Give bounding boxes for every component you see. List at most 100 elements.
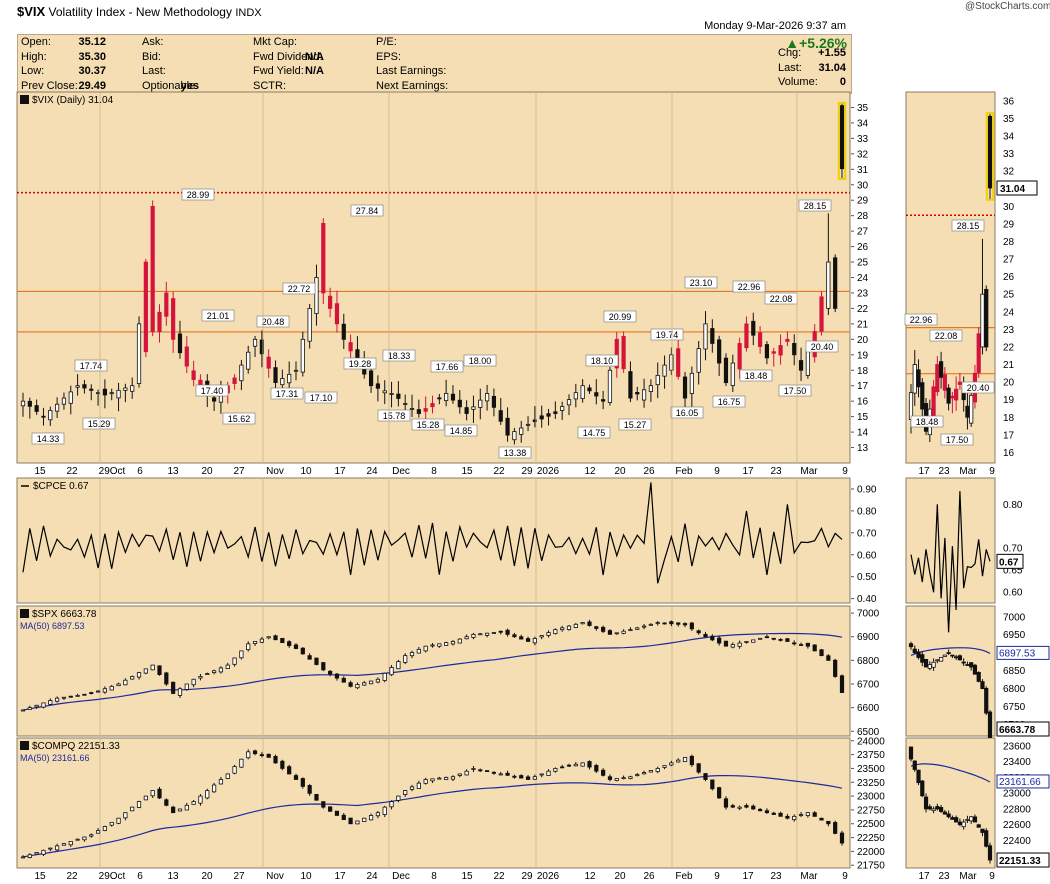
vix-candle <box>321 218 326 305</box>
compq-candle <box>491 771 497 775</box>
zoom-y-tick: 20 <box>1003 378 1015 389</box>
compq-candle <box>478 768 483 773</box>
candle-body <box>498 630 503 633</box>
vix-y-tick: 29 <box>857 196 869 207</box>
spx-candle <box>662 622 667 625</box>
candle-body <box>662 364 667 377</box>
candle-body <box>778 345 783 356</box>
compq-zoom-ma-line <box>910 763 991 783</box>
vix-candle <box>307 304 312 349</box>
candle-body <box>923 658 929 668</box>
candle-body <box>34 852 39 855</box>
spx-candle <box>321 662 326 672</box>
price-label-box <box>82 417 116 430</box>
candle-body <box>648 770 654 773</box>
candle-body <box>798 814 804 816</box>
spx-zoom-candle <box>950 654 955 659</box>
vix-candle <box>450 385 456 404</box>
vix-candle <box>41 407 46 426</box>
candle-body <box>177 333 183 354</box>
field-label: Prev Close: <box>21 79 78 92</box>
candle-body <box>239 364 244 382</box>
candle-body <box>512 431 517 441</box>
zoom-price-label: 18.48 <box>916 417 939 427</box>
vix-candle <box>409 394 415 417</box>
candle-body <box>130 385 135 392</box>
candle-body <box>601 626 606 632</box>
spx-candle <box>273 634 278 641</box>
compq-candle <box>20 855 26 859</box>
compq-candle <box>778 811 783 817</box>
candle-body <box>676 622 681 625</box>
candle-body <box>648 385 654 392</box>
candle-body <box>444 777 449 781</box>
price-label: 14.85 <box>450 426 473 436</box>
spx-zoom-candle <box>980 679 985 690</box>
compq-candle <box>430 778 435 783</box>
bottom-x-tick-label: 22 <box>66 871 78 882</box>
spx-candle <box>498 630 503 635</box>
compq-candle <box>621 775 626 780</box>
price-label: 22.96 <box>738 282 761 292</box>
compq-candle <box>450 775 456 782</box>
candle-body <box>833 822 838 834</box>
candle-body <box>961 821 966 828</box>
price-label-box <box>577 426 611 439</box>
compq-candle <box>109 821 114 827</box>
vix-candle <box>375 375 381 402</box>
vix-candle <box>682 371 688 411</box>
last-value-tag <box>996 180 1038 196</box>
candle-body <box>95 690 101 693</box>
spx-candle <box>143 668 148 675</box>
vix-y-tick: 30 <box>857 180 869 191</box>
price-label-box <box>498 446 532 459</box>
candle-body <box>553 411 558 414</box>
compq-candle <box>171 805 176 814</box>
compq-y-tick: 24000 <box>857 736 885 747</box>
candle-body <box>916 369 921 388</box>
candle-body <box>833 659 838 677</box>
spx-candle <box>191 678 196 688</box>
zoom-y-tick: 25 <box>1003 290 1015 301</box>
candle-body <box>778 812 783 817</box>
cpce-line <box>22 482 843 584</box>
candle-body <box>908 643 914 648</box>
spx-last-tag-text: 6663.78 <box>999 725 1036 736</box>
candle-body <box>171 681 176 694</box>
compq-candle <box>293 773 299 780</box>
price-label-box <box>430 360 464 373</box>
zoom-y-tick: 22 <box>1003 342 1015 353</box>
field-value: 30.37 <box>78 65 106 77</box>
zoom-x-tick-label: Mar <box>959 466 977 477</box>
compq-candle <box>89 833 94 838</box>
vix-candle <box>607 366 613 406</box>
cpce-y-tick: 0.70 <box>857 528 877 539</box>
candle-body <box>246 643 251 651</box>
compq-candle <box>546 769 551 776</box>
candle-body <box>61 843 67 846</box>
candle-body <box>218 667 224 673</box>
price-label: 27.84 <box>356 206 379 216</box>
field-value: 0 <box>839 76 846 88</box>
candle-body <box>771 637 776 640</box>
candle-body <box>532 419 537 423</box>
compq-candle <box>525 775 531 780</box>
price-label: 28.15 <box>804 201 827 211</box>
candle-body <box>157 788 162 799</box>
candle-body <box>116 389 121 399</box>
candle-body <box>954 817 959 823</box>
candle-body <box>505 417 510 436</box>
field-label: Fwd Dividend: <box>253 50 323 63</box>
vix-candle <box>785 331 790 347</box>
price-label-box <box>304 391 338 404</box>
cpce-y-tick: 0.80 <box>857 506 877 517</box>
x-tick-label: 9 <box>714 466 720 477</box>
candle-body <box>95 392 101 395</box>
compq-candle <box>798 811 804 818</box>
candle-body <box>785 815 790 819</box>
candle-body <box>20 400 26 407</box>
price-label-box <box>377 409 411 422</box>
candle-body <box>150 664 155 671</box>
spx-candle <box>232 657 237 667</box>
candle-body <box>41 702 46 708</box>
